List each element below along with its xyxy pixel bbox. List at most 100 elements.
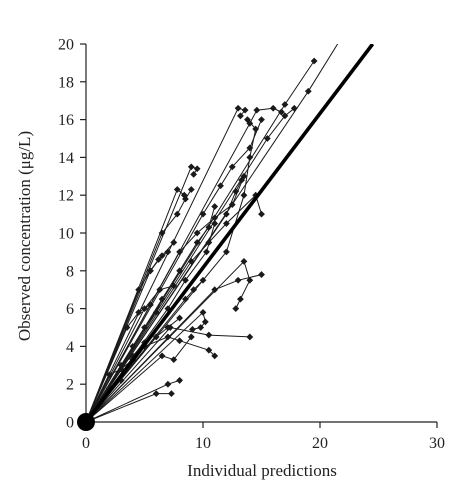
x-axis-ticks: 0 10 20 30: [82, 422, 445, 452]
y-axis-ticks: 0 2 4 6 8 10 12 14 16 18 20: [58, 37, 86, 432]
y-tick-label: 4: [66, 339, 74, 356]
series-line-21: [85, 119, 262, 423]
data-point: [246, 154, 254, 161]
data-point: [281, 112, 289, 120]
y-tick-label: 16: [58, 112, 74, 129]
x-tick-label: 20: [312, 435, 328, 452]
data-point: [246, 333, 254, 341]
data-point: [187, 186, 195, 193]
y-tick-label: 2: [66, 377, 74, 394]
data-point: [199, 210, 207, 218]
data-point: [158, 352, 166, 360]
data-point: [211, 286, 219, 294]
data-point: [135, 308, 143, 316]
data-point: [199, 308, 207, 316]
data-point: [211, 352, 219, 360]
series-line-26: [85, 107, 295, 423]
data-point: [237, 112, 244, 120]
x-tick-label: 10: [195, 435, 211, 452]
data-point: [223, 220, 230, 227]
data-point: [182, 295, 189, 303]
data-point: [199, 276, 207, 284]
series-line-23: [85, 274, 262, 423]
data-point: [152, 390, 160, 398]
data-point: [258, 210, 265, 218]
data-point: [223, 248, 230, 256]
data-point: [205, 346, 213, 354]
series-line-2: [85, 166, 198, 423]
data-point: [241, 106, 249, 114]
origin-marker: [77, 413, 95, 431]
x-axis-title: Individual predictions: [187, 461, 337, 480]
series-line-28: [85, 304, 151, 423]
y-tick-label: 8: [66, 263, 74, 280]
data-point: [187, 333, 195, 341]
data-point: [117, 377, 125, 384]
data-point: [190, 171, 198, 178]
y-tick-label: 10: [58, 226, 74, 243]
data-point: [217, 182, 224, 190]
y-tick-label: 0: [66, 415, 74, 432]
data-point: [240, 257, 248, 265]
data-point: [158, 229, 166, 237]
data-point: [211, 220, 219, 227]
data-point: [205, 239, 213, 246]
data-point: [141, 324, 148, 331]
y-tick-label: 12: [58, 188, 74, 205]
series-line-3: [85, 107, 246, 423]
data-point: [164, 324, 172, 331]
y-tick-label: 18: [58, 74, 74, 91]
data-point: [232, 305, 240, 312]
y-tick-label: 14: [58, 150, 74, 167]
data-point: [263, 135, 271, 142]
data-point: [205, 223, 213, 231]
data-point: [168, 390, 175, 398]
data-point: [146, 301, 154, 309]
series-line-5: [85, 206, 216, 423]
series-line-31: [85, 179, 243, 423]
series-line-8: [85, 326, 250, 423]
data-point: [123, 324, 131, 331]
data-point: [173, 210, 181, 218]
y-tick-label: 20: [58, 37, 74, 54]
data-point: [190, 286, 198, 294]
data-point: [340, 31, 347, 38]
data-point: [189, 325, 196, 333]
data-point: [152, 333, 160, 341]
x-tick-label: 30: [429, 435, 445, 452]
data-point: [290, 104, 298, 112]
data-point: [238, 176, 246, 184]
series-line-20: [85, 176, 245, 423]
y-tick-label: 6: [66, 301, 74, 318]
data-point: [258, 271, 265, 278]
data-point: [187, 163, 195, 171]
data-point: [170, 356, 178, 364]
data-point: [193, 239, 201, 246]
data-point: [193, 229, 201, 237]
data-point: [164, 248, 172, 256]
data-point: [173, 186, 181, 193]
data-point: [269, 104, 277, 112]
data-point: [277, 108, 285, 116]
data-point: [176, 314, 183, 322]
data-point: [158, 252, 166, 260]
data-point: [197, 324, 205, 331]
data-point: [281, 101, 289, 108]
data-point: [176, 337, 183, 345]
data-point: [176, 248, 183, 256]
data-point: [205, 331, 213, 339]
series-line-30: [85, 279, 204, 423]
series-line-17: [85, 285, 174, 423]
series-line-24: [85, 44, 339, 423]
data-point: [182, 276, 189, 284]
data-point: [234, 104, 242, 112]
data-point: [182, 195, 189, 203]
data-point: [228, 163, 236, 171]
data-point: [203, 248, 210, 256]
data-point: [237, 295, 244, 303]
data-point: [304, 87, 312, 95]
data-point: [310, 57, 318, 65]
plot-area: [84, 31, 375, 424]
data-point: [146, 267, 154, 275]
identity-line: [84, 44, 375, 424]
